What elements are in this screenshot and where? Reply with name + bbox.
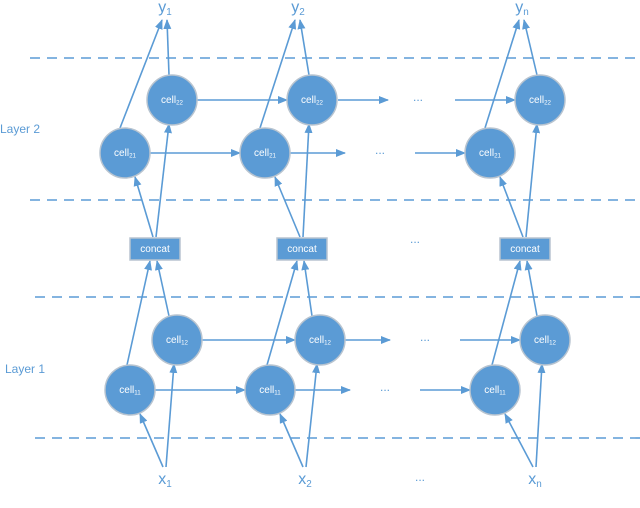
- output-arrow: [297, 19, 310, 76]
- output-arrow: [522, 19, 538, 76]
- layer1-to-concat-arrow: [491, 260, 522, 366]
- cell-11-node: [244, 364, 296, 416]
- cell-11-node: [104, 364, 156, 416]
- input-label: x1: [158, 471, 172, 489]
- output-arrow: [119, 19, 163, 129]
- cell-22-node: [286, 74, 338, 126]
- concat-to-layer2-arrow: [155, 123, 172, 238]
- concat-label: concat: [510, 244, 540, 255]
- output-label: y2: [291, 0, 305, 18]
- output-label: yn: [515, 0, 529, 18]
- input-arrow: [535, 363, 546, 468]
- input-label: xn: [528, 471, 542, 489]
- layer-2-label: Layer 2: [0, 122, 40, 136]
- cell-11-label: cell11: [259, 385, 281, 397]
- cell-22-label: cell22: [301, 95, 323, 107]
- cell-11-node: [469, 364, 521, 416]
- input-arrow: [305, 363, 321, 468]
- layer1-to-concat-arrow: [155, 260, 170, 317]
- ellipsis: ...: [415, 470, 425, 484]
- ellipsis: ...: [380, 380, 390, 394]
- output-arrow: [259, 19, 297, 129]
- layer1-to-concat-arrow: [301, 260, 313, 317]
- input-arrow: [165, 363, 178, 468]
- cell-21-label: cell21: [114, 148, 136, 160]
- ellipsis: ...: [375, 143, 385, 157]
- concat-label: concat: [140, 244, 170, 255]
- concat-to-layer2-arrow: [525, 123, 541, 238]
- cell-11-label: cell11: [484, 385, 506, 397]
- layer1-to-concat-arrow: [266, 260, 299, 366]
- cell-12-label: cell12: [534, 335, 556, 347]
- layer1-to-concat-arrow: [524, 260, 538, 317]
- cell-21-node: [99, 127, 151, 179]
- cell-21-label: cell21: [254, 148, 276, 160]
- input-arrow: [139, 413, 164, 468]
- ellipsis: ...: [413, 90, 423, 104]
- concat-to-layer2-arrow: [499, 176, 524, 238]
- ellipsis: ...: [410, 232, 420, 246]
- layer1-to-concat-arrow: [126, 260, 152, 366]
- output-arrow: [484, 19, 521, 129]
- cell-11-label: cell11: [119, 385, 141, 397]
- cell-22-label: cell22: [161, 95, 183, 107]
- input-arrow: [504, 413, 534, 468]
- cell-21-label: cell21: [479, 148, 501, 160]
- concat-to-layer2-arrow: [274, 176, 301, 238]
- concat-to-layer2-arrow: [302, 123, 313, 238]
- layer-1-label: Layer 1: [5, 362, 45, 376]
- concat-node: [499, 237, 551, 261]
- output-label: y1: [158, 0, 172, 18]
- concat-to-layer2-arrow: [133, 176, 154, 238]
- input-label: x2: [298, 471, 312, 489]
- cell-22-node: [146, 74, 198, 126]
- input-arrow: [279, 413, 304, 468]
- output-arrow: [163, 19, 172, 76]
- ellipsis: ...: [420, 330, 430, 344]
- cell-12-node: [294, 314, 346, 366]
- cell-22-node: [514, 74, 566, 126]
- concat-node: [129, 237, 181, 261]
- cell-12-node: [151, 314, 203, 366]
- cell-22-label: cell22: [529, 95, 551, 107]
- cell-12-label: cell12: [166, 335, 188, 347]
- concat-node: [276, 237, 328, 261]
- cell-12-node: [519, 314, 571, 366]
- cell-21-node: [464, 127, 516, 179]
- concat-label: concat: [287, 244, 317, 255]
- cell-12-label: cell12: [309, 335, 331, 347]
- cell-21-node: [239, 127, 291, 179]
